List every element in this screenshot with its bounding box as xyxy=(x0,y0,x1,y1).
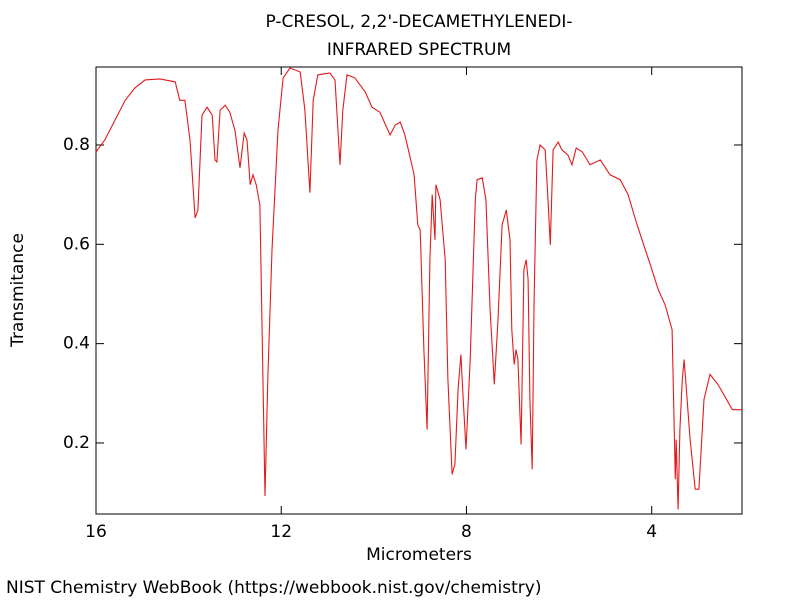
x-tick-label: 8 xyxy=(461,522,472,542)
y-tick-label: 0.6 xyxy=(63,234,90,254)
y-tick-label: 0.8 xyxy=(63,135,90,155)
plot-frame xyxy=(95,66,743,515)
x-tick-label: 12 xyxy=(270,522,292,542)
x-axis-label: Micrometers xyxy=(366,545,472,565)
chart-title: P-CRESOL, 2,2'-DECAMETHYLENEDI- xyxy=(266,12,573,32)
y-tick-label: 0.2 xyxy=(63,433,90,453)
x-tick-label: 4 xyxy=(646,522,657,542)
x-tick-label: 16 xyxy=(85,522,107,542)
y-axis-label: Transmitance xyxy=(8,233,28,348)
y-tick-label: 0.4 xyxy=(63,334,90,354)
chart-subtitle: INFRARED SPECTRUM xyxy=(327,40,511,60)
source-note: NIST Chemistry WebBook (https://webbook.… xyxy=(6,578,541,598)
spectrum-line xyxy=(95,67,742,510)
